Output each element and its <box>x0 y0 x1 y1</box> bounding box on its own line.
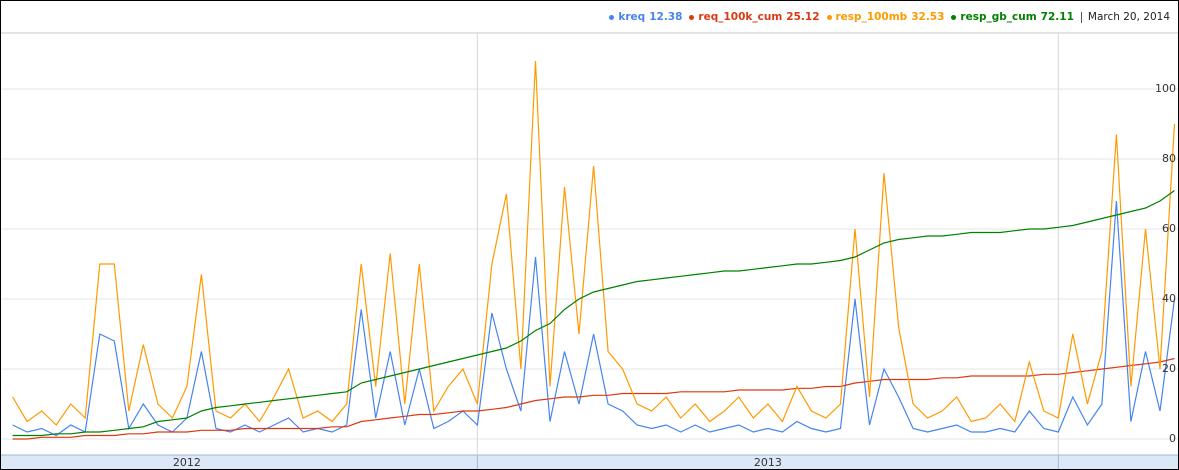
y-tick-label: 80 <box>1162 152 1176 165</box>
legend-value: 32.53 <box>911 11 945 23</box>
legend-name: resp_gb_cum <box>960 11 1037 23</box>
x-tick-label: 2013 <box>754 456 782 469</box>
legend-dot <box>951 14 957 20</box>
legend-name: kreq <box>618 11 646 23</box>
legend-name: req_100k_cum <box>698 11 783 23</box>
legend-value: 25.12 <box>786 11 820 23</box>
series-line <box>12 190 1175 437</box>
date-label: March 20, 2014 <box>1087 11 1170 23</box>
time-band <box>1 455 1178 469</box>
series-line <box>12 200 1176 437</box>
x-tick-label: 2012 <box>173 456 201 469</box>
legend-item: req_100k_cum 25.12 <box>689 11 820 23</box>
legend-dot <box>609 14 615 20</box>
y-tick-label: 60 <box>1162 222 1176 235</box>
legend-value: 72.11 <box>1040 11 1074 23</box>
legend-item: kreq 12.38 <box>609 11 682 23</box>
y-tick-label: 100 <box>1155 82 1176 95</box>
legend-value: 12.38 <box>649 11 683 23</box>
legend-name: resp_100mb <box>835 11 908 23</box>
legend-dot <box>689 14 695 20</box>
legend-item: resp_100mb 32.53 <box>826 11 945 23</box>
legend: kreq 12.38 req_100k_cum 25.12 resp_100mb 32.5… <box>602 1 1170 33</box>
series-line <box>12 357 1175 440</box>
separator <box>1080 11 1082 23</box>
y-tick-label: 0 <box>1169 432 1176 445</box>
legend-dot <box>826 14 832 20</box>
y-tick-label: 40 <box>1162 292 1176 305</box>
y-tick-label: 20 <box>1162 362 1176 375</box>
legend-item: resp_gb_cum 72.11 <box>951 11 1074 23</box>
series-line <box>12 60 1176 426</box>
